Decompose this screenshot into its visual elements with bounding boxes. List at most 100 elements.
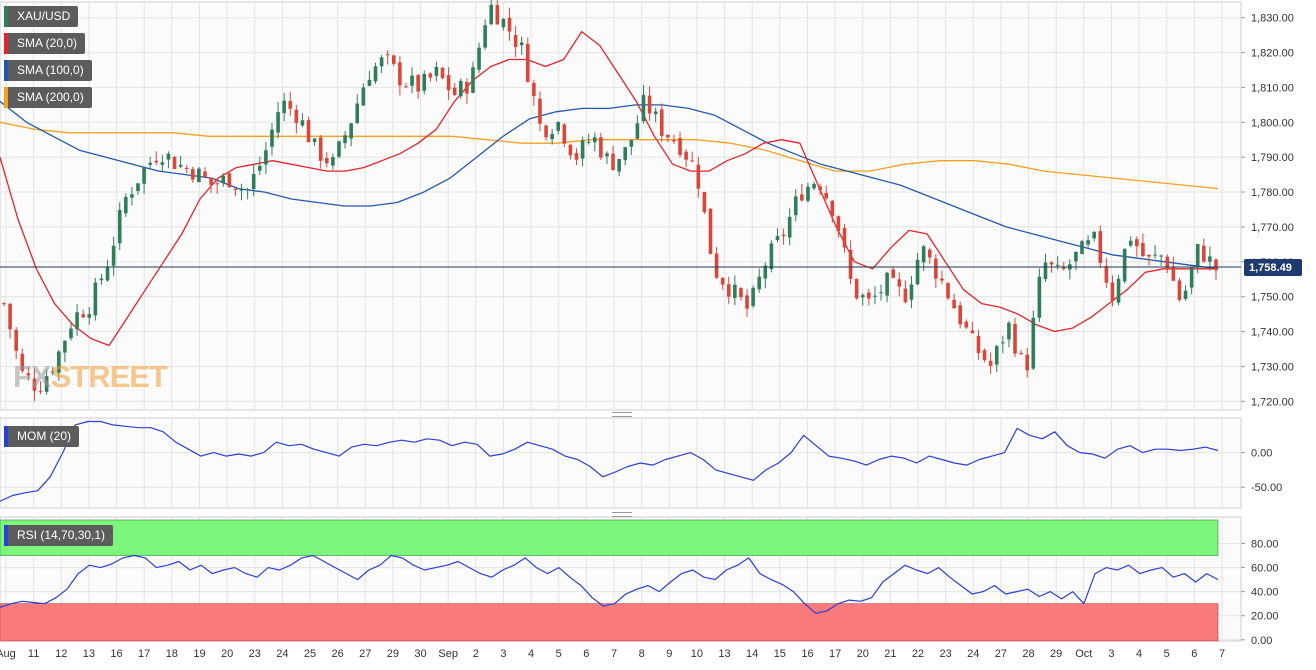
candle [745, 289, 749, 317]
candle-body [830, 200, 835, 217]
legend-swatch [4, 33, 8, 54]
y-tick-label: 0.00 [1251, 635, 1272, 647]
legend-mom[interactable]: MOM (20) [4, 426, 79, 447]
legend-sma200[interactable]: SMA (200,0) [4, 87, 92, 108]
candle [471, 61, 475, 94]
candle-body [227, 173, 232, 188]
candle-body [184, 167, 189, 169]
candle-body [1122, 248, 1127, 282]
candle-body [148, 162, 152, 165]
candle [1110, 275, 1115, 307]
candle [239, 183, 244, 201]
candle [136, 183, 140, 195]
candle-body [63, 340, 67, 353]
candle [349, 122, 353, 147]
pane-resize-handle-1[interactable] [612, 412, 632, 417]
candle [684, 149, 688, 168]
candle [245, 187, 250, 200]
candle [446, 67, 451, 100]
candle-body [787, 216, 792, 238]
candle [879, 284, 883, 301]
candle [178, 155, 183, 169]
candle-body [976, 335, 981, 354]
candle-body [1019, 353, 1023, 355]
candle-body [440, 67, 445, 79]
candle [197, 166, 201, 183]
candle-body [726, 284, 731, 297]
candle [227, 172, 232, 188]
candle [757, 268, 762, 293]
candle [666, 134, 670, 142]
legend-swatch [4, 60, 8, 81]
legend-swatch [4, 525, 8, 546]
candle [203, 167, 207, 179]
candle [379, 54, 384, 73]
candle-body [824, 192, 829, 199]
candle-body [452, 87, 457, 96]
y-tick-label: 1,810.00 [1251, 82, 1294, 94]
candle-body [57, 351, 61, 373]
legend-sma100[interactable]: SMA (100,0) [4, 60, 92, 81]
candle-body [2, 303, 6, 305]
candle [1159, 254, 1163, 266]
rsi-line [0, 554, 1219, 614]
candle [142, 166, 146, 195]
candle [574, 148, 579, 166]
candle [1043, 253, 1048, 283]
candle [276, 101, 280, 139]
candle-body [172, 157, 177, 169]
candle-body [14, 329, 18, 351]
candle-body [1177, 280, 1182, 300]
candle [251, 164, 256, 197]
candle-body [1007, 322, 1011, 340]
legend-sma20[interactable]: SMA (20,0) [4, 33, 86, 54]
candle [690, 151, 695, 163]
candle [544, 124, 548, 141]
x-tick-label: 5 [1164, 648, 1170, 660]
rsi-oversold-zone [0, 603, 1219, 642]
rsi-zones [0, 519, 1219, 642]
candle [556, 121, 561, 135]
candle [1086, 235, 1090, 248]
candle [513, 26, 518, 58]
candle-body [952, 299, 956, 309]
x-tick-label: 29 [387, 648, 399, 660]
candle-body [702, 192, 707, 213]
candle-body [209, 177, 213, 185]
candle [1183, 285, 1188, 301]
candle-body [842, 228, 847, 248]
candle-body [343, 135, 347, 144]
candle-body [257, 165, 262, 171]
legend-swatch [4, 87, 8, 108]
legend-rsi[interactable]: RSI (14,70,30,1) [4, 525, 114, 546]
candle [14, 327, 18, 360]
x-tick-label: 20 [221, 648, 233, 660]
x-tick-label: 4 [528, 648, 534, 660]
x-tick-label: 7 [1219, 648, 1225, 660]
legend-symbol[interactable]: XAU/USD [4, 6, 79, 27]
y-tick-label: 1,770.00 [1251, 222, 1294, 234]
candle-body [1080, 241, 1084, 255]
candle-body [970, 330, 975, 334]
candle [842, 223, 847, 253]
candle-body [154, 160, 159, 163]
candle-body [836, 216, 841, 232]
candle-body [915, 259, 920, 285]
candle-body [733, 284, 737, 298]
candle-body [465, 81, 469, 94]
candle-body [909, 284, 914, 300]
legend-swatch [4, 426, 8, 447]
pane-resize-handle-2[interactable] [612, 512, 632, 517]
candle [1135, 236, 1139, 257]
x-tick-label: 13 [718, 648, 730, 660]
y-tick-label: 1,720.00 [1251, 396, 1294, 408]
candle-body [1208, 256, 1212, 262]
candle [410, 67, 414, 94]
candle [331, 153, 335, 170]
candle [306, 116, 311, 143]
candle-body [544, 125, 548, 138]
candle [294, 104, 299, 134]
candle [50, 366, 55, 376]
candle [483, 19, 487, 50]
